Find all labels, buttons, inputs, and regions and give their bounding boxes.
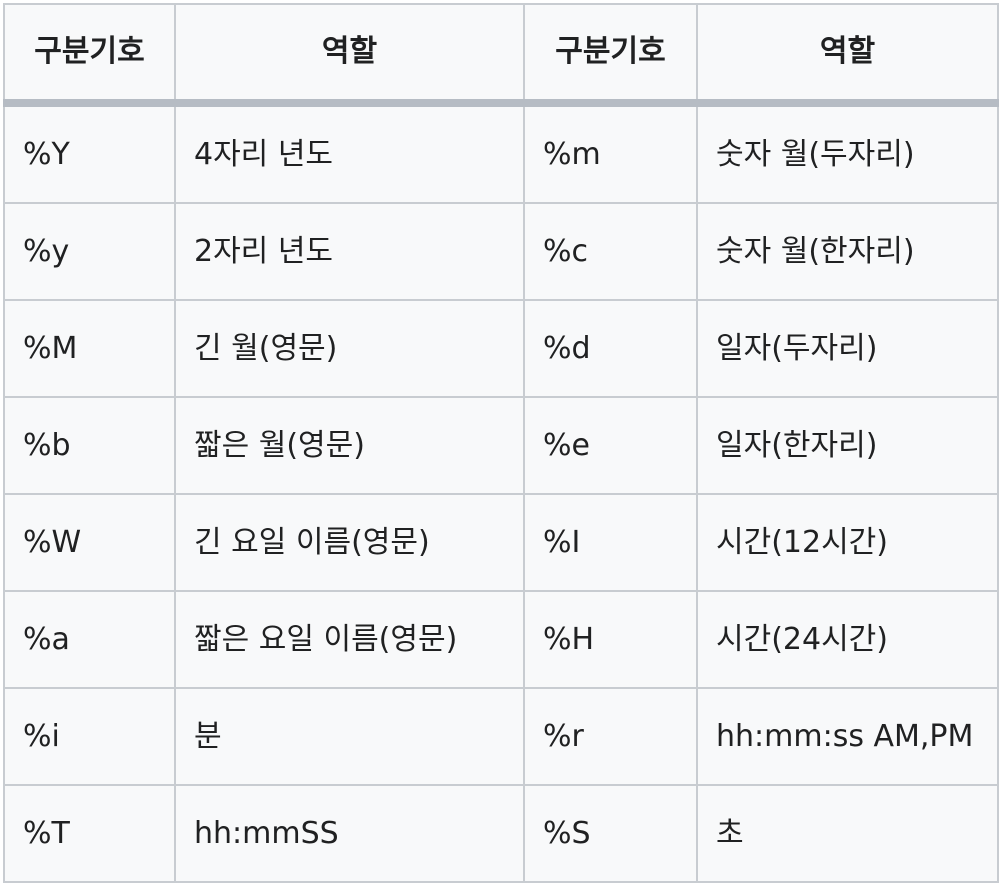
header-specifier-2: 구분기호 xyxy=(523,3,698,107)
role-cell: 일자(두자리) xyxy=(696,299,999,398)
role-cell: 일자(한자리) xyxy=(696,396,999,495)
specifier-cell: %i xyxy=(3,687,176,786)
role-cell: 분 xyxy=(174,687,525,786)
header-role-1: 역할 xyxy=(174,3,525,107)
table-row: %T hh:mmSS %S 초 xyxy=(3,784,999,883)
table-body: %Y 4자리 년도 %m 숫자 월(두자리) %y 2자리 년도 %c 숫자 월… xyxy=(3,102,999,883)
specifier-cell: %y xyxy=(3,202,176,301)
specifier-cell: %c xyxy=(523,202,698,301)
table-row: %y 2자리 년도 %c 숫자 월(한자리) xyxy=(3,202,999,301)
role-cell: hh:mmSS xyxy=(174,784,525,883)
table-row: %b 짧은 월(영문) %e 일자(한자리) xyxy=(3,396,999,495)
role-cell: 숫자 월(한자리) xyxy=(696,202,999,301)
specifier-cell: %r xyxy=(523,687,698,786)
role-cell: 초 xyxy=(696,784,999,883)
role-cell: 4자리 년도 xyxy=(174,102,525,204)
specifier-cell: %d xyxy=(523,299,698,398)
table-row: %Y 4자리 년도 %m 숫자 월(두자리) xyxy=(3,102,999,204)
table-row: %M 긴 월(영문) %d 일자(두자리) xyxy=(3,299,999,398)
role-cell: hh:mm:ss AM,PM xyxy=(696,687,999,786)
role-cell: 긴 월(영문) xyxy=(174,299,525,398)
role-cell: 긴 요일 이름(영문) xyxy=(174,493,525,592)
header-row: 구분기호 역할 구분기호 역할 xyxy=(3,3,999,107)
specifier-cell: %b xyxy=(3,396,176,495)
role-cell: 짧은 요일 이름(영문) xyxy=(174,590,525,689)
role-cell: 시간(12시간) xyxy=(696,493,999,592)
specifier-cell: %e xyxy=(523,396,698,495)
specifier-cell: %W xyxy=(3,493,176,592)
specifier-cell: %Y xyxy=(3,102,176,204)
role-cell: 짧은 월(영문) xyxy=(174,396,525,495)
table-header: 구분기호 역할 구분기호 역할 xyxy=(3,3,999,107)
specifier-cell: %S xyxy=(523,784,698,883)
format-specifier-table: 구분기호 역할 구분기호 역할 %Y 4자리 년도 %m 숫자 월(두자리) %… xyxy=(3,3,999,883)
specifier-cell: %H xyxy=(523,590,698,689)
header-role-2: 역할 xyxy=(696,3,999,107)
specifier-cell: %m xyxy=(523,102,698,204)
role-cell: 시간(24시간) xyxy=(696,590,999,689)
specifier-cell: %I xyxy=(523,493,698,592)
table-row: %W 긴 요일 이름(영문) %I 시간(12시간) xyxy=(3,493,999,592)
role-cell: 숫자 월(두자리) xyxy=(696,102,999,204)
specifier-cell: %M xyxy=(3,299,176,398)
format-specifier-table-container: 구분기호 역할 구분기호 역할 %Y 4자리 년도 %m 숫자 월(두자리) %… xyxy=(3,3,999,883)
header-specifier-1: 구분기호 xyxy=(3,3,176,107)
specifier-cell: %T xyxy=(3,784,176,883)
specifier-cell: %a xyxy=(3,590,176,689)
table-row: %a 짧은 요일 이름(영문) %H 시간(24시간) xyxy=(3,590,999,689)
table-row: %i 분 %r hh:mm:ss AM,PM xyxy=(3,687,999,786)
role-cell: 2자리 년도 xyxy=(174,202,525,301)
